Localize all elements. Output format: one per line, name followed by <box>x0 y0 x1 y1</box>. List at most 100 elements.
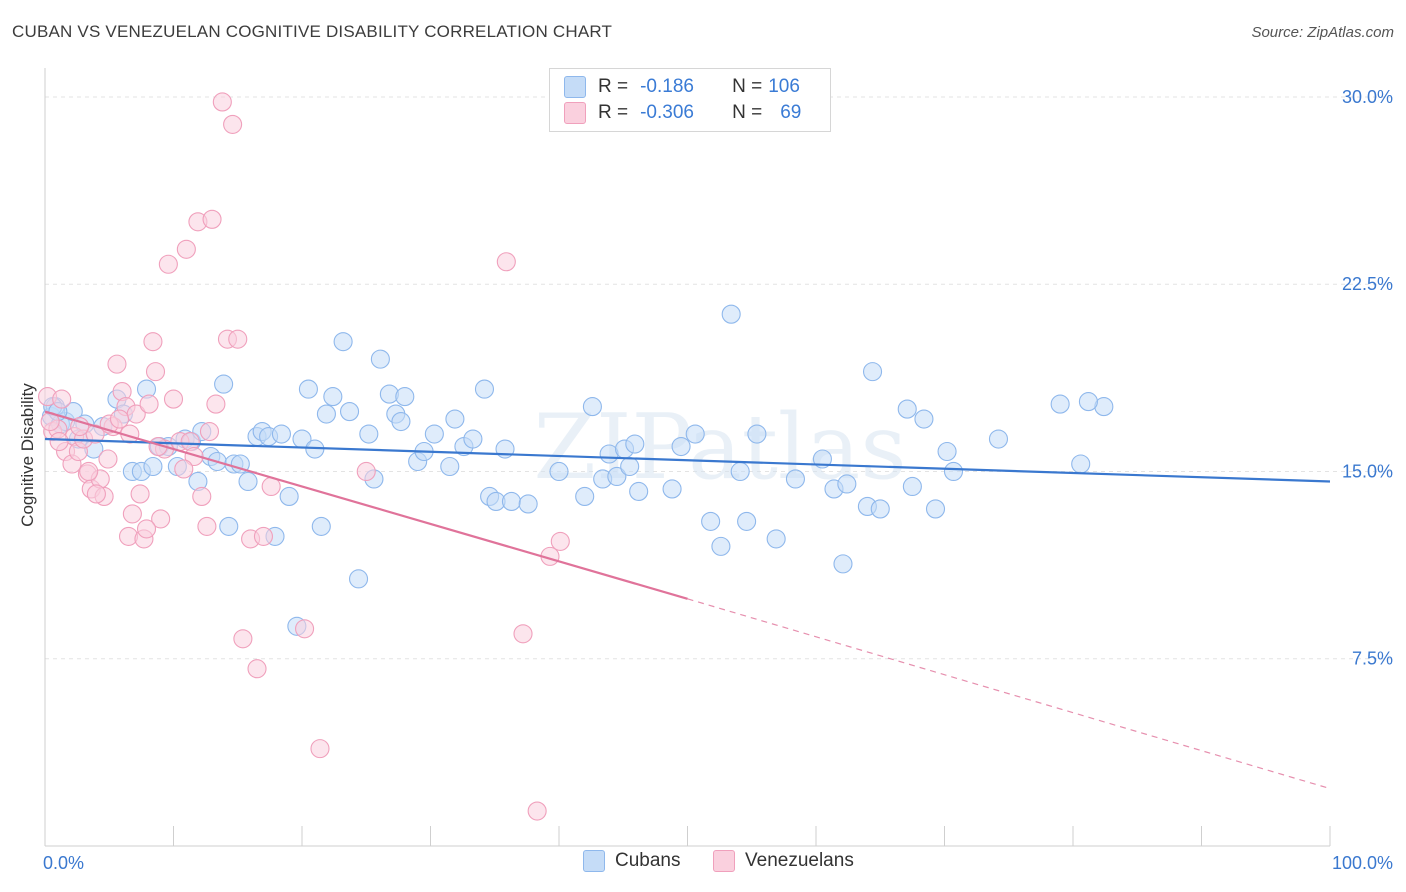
data-point-cubans <box>902 476 922 497</box>
data-point-cubans <box>897 399 917 419</box>
axis-labels: 7.5% 15.0% 22.5% 30.0% 0.0% 100.0% Cognitive D… <box>18 87 1393 873</box>
legend-item-venezuelans[interactable]: Venezuelans <box>713 850 854 872</box>
data-point-cubans <box>143 456 163 477</box>
data-point-cubans <box>607 466 627 487</box>
legend-row-venezuelans: R = -0.306 N = 69 <box>564 101 801 125</box>
data-point-cubans <box>424 424 444 444</box>
chart-source: Source: ZipAtlas.com <box>1251 24 1394 41</box>
legend-r-value: -0.186 <box>640 76 694 97</box>
trend-line-cubans <box>44 437 1331 483</box>
data-point-cubans <box>370 349 390 369</box>
data-point-cubans <box>501 491 522 511</box>
data-point-cubans <box>747 424 767 444</box>
legend-n-value: 69 <box>780 102 802 123</box>
data-point-cubans <box>549 461 569 482</box>
legend-swatch-venezuelans <box>564 102 586 124</box>
data-point-venezuelans <box>79 461 99 482</box>
data-point-venezuelans <box>206 394 226 414</box>
data-point-venezuelans <box>253 526 274 546</box>
y-tick-label: 15.0% <box>1342 461 1393 481</box>
data-point-cubans <box>333 332 353 352</box>
data-point-cubans <box>238 471 258 492</box>
data-point-cubans <box>988 429 1009 449</box>
data-point-venezuelans <box>98 449 118 469</box>
data-point-venezuelans <box>176 239 196 259</box>
data-point-cubans <box>662 479 682 499</box>
data-point-cubans <box>1078 392 1098 412</box>
data-point-venezuelans <box>192 486 212 507</box>
data-point-venezuelans <box>143 332 163 352</box>
data-point-venezuelans <box>212 92 232 112</box>
data-point-venezuelans <box>550 531 570 551</box>
trend-line-venezuelans <box>44 410 688 600</box>
legend-r-label: R = <box>598 76 629 97</box>
data-point-cubans <box>730 461 750 482</box>
data-point-cubans <box>463 429 483 449</box>
data-point-cubans <box>440 456 460 477</box>
data-point-cubans <box>348 569 369 589</box>
data-point-venezuelans <box>513 624 533 644</box>
data-point-cubans <box>575 486 595 507</box>
data-point-cubans <box>925 499 946 519</box>
y-tick-label: 22.5% <box>1342 274 1393 294</box>
data-point-cubans <box>395 387 415 407</box>
stats-legend: R = -0.186 N = 106 R = -0.306 N = 69 <box>549 68 831 132</box>
gridlines <box>45 96 1392 660</box>
data-point-cubans <box>833 554 853 574</box>
data-point-cubans <box>620 456 640 477</box>
legend-label-cubans: Cubans <box>615 850 681 871</box>
trend-lines <box>44 410 1331 790</box>
data-point-cubans <box>1050 394 1070 414</box>
trend-line-extension-venezuelans <box>687 598 1331 790</box>
data-point-cubans <box>582 397 602 417</box>
data-point-cubans <box>339 402 360 422</box>
data-point-cubans <box>625 434 645 454</box>
data-point-venezuelans <box>202 209 222 229</box>
legend-item-cubans[interactable]: Cubans <box>583 850 681 872</box>
data-point-venezuelans <box>163 389 184 409</box>
data-point-cubans <box>230 454 250 474</box>
data-point-cubans <box>214 374 234 394</box>
legend-n-label: N = <box>732 76 763 97</box>
x-tick-label: 0.0% <box>43 853 84 873</box>
data-point-cubans <box>914 409 934 429</box>
legend-swatch-cubans <box>583 850 605 872</box>
data-point-venezuelans <box>228 329 248 349</box>
chart-title: CUBAN VS VENEZUELAN COGNITIVE DISABILITY… <box>12 22 613 41</box>
data-point-venezuelans <box>199 421 220 442</box>
data-point-cubans <box>445 409 465 429</box>
data-point-venezuelans <box>197 516 217 536</box>
data-point-cubans <box>870 499 890 519</box>
data-point-cubans <box>311 516 331 536</box>
data-point-cubans <box>279 486 299 507</box>
y-tick-label: 30.0% <box>1342 87 1393 107</box>
data-point-venezuelans <box>145 362 166 382</box>
data-point-cubans <box>721 304 741 324</box>
data-point-venezuelans <box>496 252 516 272</box>
data-point-cubans <box>737 511 757 531</box>
data-point-venezuelans <box>310 739 330 759</box>
data-point-cubans <box>685 424 705 444</box>
series-legend: Cubans Venezuelans <box>0 850 1406 878</box>
data-point-cubans <box>937 441 957 462</box>
legend-row-cubans: R = -0.186 N = 106 <box>564 75 800 99</box>
data-point-cubans <box>671 436 691 457</box>
data-point-cubans <box>219 516 239 536</box>
data-point-venezuelans <box>130 484 150 504</box>
data-point-cubans <box>518 494 538 514</box>
data-point-venezuelans <box>107 354 127 374</box>
data-point-cubans <box>391 411 411 432</box>
legend-r-label: R = <box>598 102 629 123</box>
legend-label-venezuelans: Venezuelans <box>745 850 854 871</box>
data-point-cubans <box>766 529 786 549</box>
y-tick-label: 7.5% <box>1352 649 1393 669</box>
data-point-cubans <box>271 424 291 444</box>
data-point-cubans <box>862 362 883 382</box>
legend-swatch-cubans <box>564 76 586 98</box>
data-point-venezuelans <box>109 409 130 429</box>
data-point-cubans <box>323 387 343 407</box>
data-point-venezuelans <box>233 629 253 649</box>
data-point-venezuelans <box>86 484 106 504</box>
data-points <box>38 92 1114 821</box>
